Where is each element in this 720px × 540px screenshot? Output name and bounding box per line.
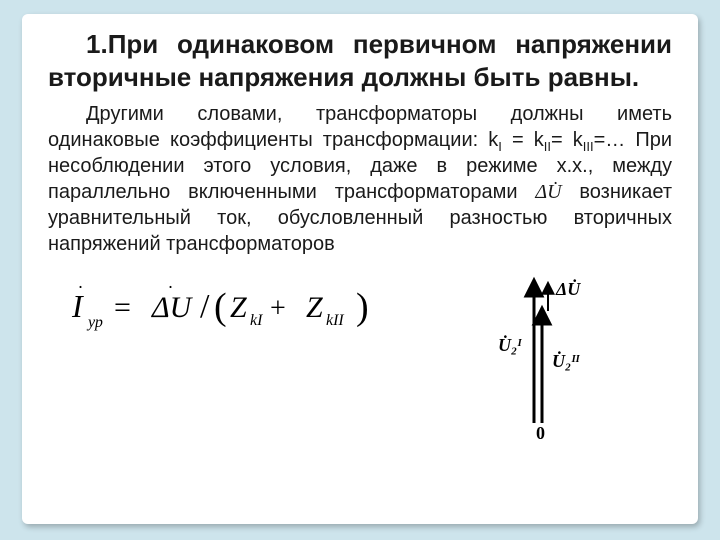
- eq-Z2: Z: [306, 291, 323, 324]
- label-origin: 0: [536, 423, 545, 441]
- eq-Z1: Z: [230, 291, 247, 324]
- heading-prefix: 1.: [86, 29, 108, 59]
- eq-open: (: [214, 286, 227, 328]
- p-sub2: II: [544, 139, 551, 154]
- content-card: 1.При одинаковом первичном напряжении вт…: [22, 14, 698, 524]
- equation-row: · I ур = · ΔU / ( Z kI + Z kII ): [48, 271, 672, 441]
- p-sub3: III: [583, 139, 594, 154]
- label-U2II: U̇₂ᴵᴵ: [552, 350, 580, 371]
- heading-text: При одинаковом первичном напряжении втор…: [48, 29, 672, 92]
- eq-Z2-sub: kII: [326, 312, 344, 329]
- label-U2I: U̇₂ᴵ: [498, 334, 522, 355]
- inline-delta-u: ΔU̇: [535, 181, 561, 203]
- p-eq1: = k: [502, 129, 544, 151]
- eq-Z1-sub: kI: [250, 312, 263, 329]
- eq-plus: +: [270, 293, 286, 324]
- eq-I: I: [71, 288, 84, 324]
- phasor-diagram: ΔU̇ U̇₂ᴵ U̇₂ᴵᴵ 0: [492, 271, 612, 441]
- eq-slash: /: [200, 288, 210, 325]
- label-deltaU: ΔU̇: [555, 278, 581, 299]
- equation: · I ур = · ΔU / ( Z kI + Z kII ): [56, 271, 386, 341]
- p-eq2: = k: [551, 129, 583, 151]
- eq-DU: ΔU: [151, 291, 194, 324]
- eq-eq: =: [114, 291, 131, 324]
- eq-close: ): [356, 286, 369, 328]
- heading: 1.При одинаковом первичном напряжении вт…: [48, 28, 672, 95]
- eq-I-sub: ур: [86, 314, 103, 331]
- body-paragraph: Другими словами, трансформаторы должны и…: [48, 101, 672, 257]
